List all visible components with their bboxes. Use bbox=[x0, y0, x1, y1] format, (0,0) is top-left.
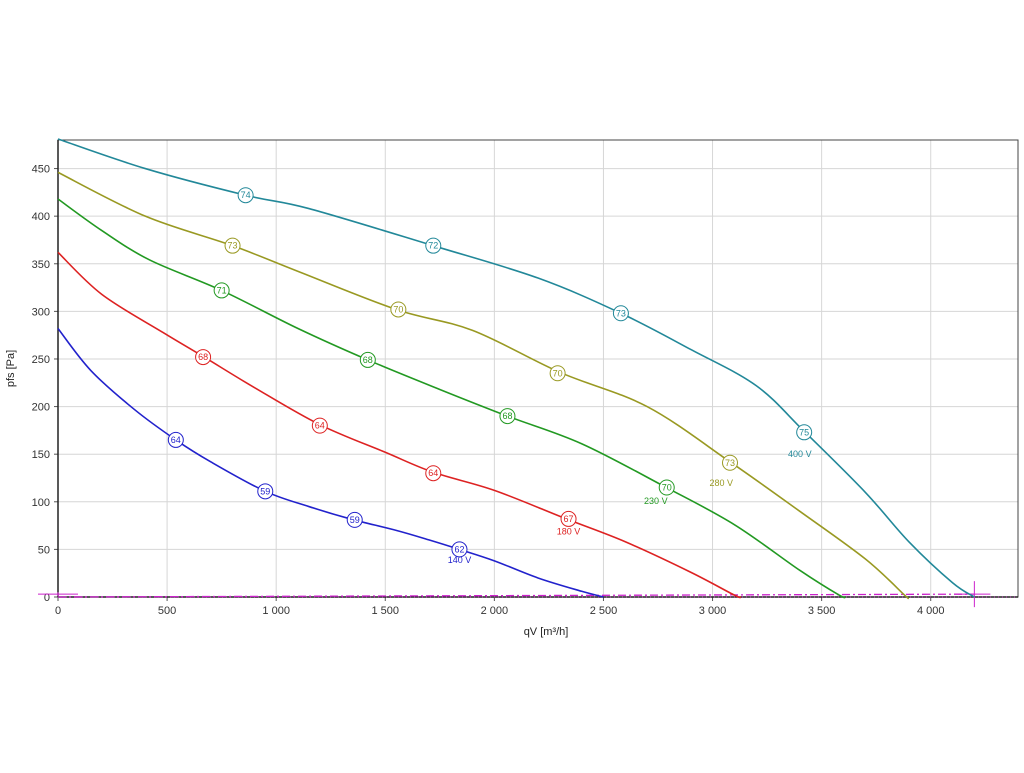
y-tick-label: 300 bbox=[32, 306, 50, 318]
series-280v: 73 70 70 73 280 V bbox=[57, 171, 909, 600]
curve-marker-label: 70 bbox=[393, 304, 403, 314]
curve-marker-label: 70 bbox=[553, 368, 563, 378]
curve-marker bbox=[499, 408, 516, 425]
series-voltage-label: 280 V bbox=[710, 478, 734, 488]
y-axis-title: pfs [Pa] bbox=[5, 350, 17, 387]
curve-marker-label: 59 bbox=[260, 486, 270, 496]
curve-marker-label: 64 bbox=[171, 435, 181, 445]
x-tick-label: 2 500 bbox=[590, 605, 618, 617]
curve-marker-label: 73 bbox=[228, 241, 238, 251]
curve-marker-label: 67 bbox=[564, 514, 574, 524]
plot-area bbox=[58, 140, 1018, 597]
curve-marker bbox=[167, 431, 184, 448]
curve-marker-label: 64 bbox=[428, 468, 438, 478]
x-axis-title: qV [m³/h] bbox=[524, 626, 569, 638]
x-tick-label: 4 000 bbox=[917, 605, 945, 617]
series-230v: 71 68 68 70 230 V bbox=[57, 198, 847, 599]
curve-marker bbox=[722, 454, 738, 471]
series-line bbox=[57, 198, 847, 599]
x-tick-label: 2 000 bbox=[481, 605, 509, 617]
y-tick-label: 100 bbox=[32, 497, 50, 509]
x-tick-label: 1 000 bbox=[262, 605, 290, 617]
y-tick-label: 350 bbox=[32, 259, 50, 271]
series-180v: 68 64 64 67 180 V bbox=[57, 251, 742, 599]
x-tick-label: 3 000 bbox=[699, 605, 727, 617]
curve-marker bbox=[549, 365, 566, 382]
curve-marker bbox=[425, 465, 442, 482]
series-voltage-label: 180 V bbox=[557, 526, 581, 536]
curve-marker bbox=[346, 511, 363, 528]
curve-marker bbox=[311, 417, 328, 434]
y-tick-label: 50 bbox=[38, 544, 50, 556]
series-voltage-label: 230 V bbox=[644, 496, 668, 506]
y-tick-label: 0 bbox=[44, 592, 50, 604]
curve-marker bbox=[257, 483, 274, 500]
curve-marker bbox=[451, 541, 468, 558]
curve-marker bbox=[195, 349, 212, 366]
y-tick-label: 450 bbox=[32, 164, 50, 176]
curve-marker bbox=[658, 479, 675, 496]
curve-marker bbox=[237, 187, 254, 204]
curve-marker bbox=[224, 237, 241, 254]
curve-marker bbox=[560, 510, 577, 527]
curve-marker-label: 70 bbox=[662, 483, 672, 493]
y-tick-label: 200 bbox=[32, 402, 50, 414]
curve-marker-label: 74 bbox=[241, 190, 251, 200]
curve-marker-label: 73 bbox=[616, 308, 626, 318]
curve-marker-label: 68 bbox=[363, 355, 373, 365]
curve-marker bbox=[796, 424, 813, 441]
curve-marker-label: 73 bbox=[725, 458, 735, 468]
curve-marker-label: 68 bbox=[502, 411, 512, 421]
curve-marker bbox=[213, 282, 230, 299]
curve-marker bbox=[425, 237, 442, 254]
curve-marker-label: 68 bbox=[198, 352, 208, 362]
curve-marker bbox=[612, 305, 629, 322]
series-line bbox=[57, 251, 742, 599]
y-tick-label: 400 bbox=[32, 211, 50, 223]
curve-marker-label: 75 bbox=[799, 427, 809, 437]
x-tick-label: 500 bbox=[158, 605, 176, 617]
curve-marker-label: 62 bbox=[454, 544, 464, 554]
x-tick-label: 0 bbox=[55, 605, 61, 617]
series-400v: 74 72 73 75 400 V bbox=[57, 138, 975, 598]
curve-marker-label: 72 bbox=[428, 241, 438, 251]
y-tick-label: 150 bbox=[32, 449, 50, 461]
curve-marker bbox=[390, 301, 407, 318]
curve-marker-label: 64 bbox=[315, 421, 325, 431]
system-curve bbox=[57, 593, 975, 598]
series-voltage-label: 140 V bbox=[448, 555, 472, 565]
y-tick-label: 250 bbox=[32, 354, 50, 366]
x-tick-label: 1 500 bbox=[372, 605, 400, 617]
curve-marker bbox=[359, 351, 376, 368]
curve-marker-label: 71 bbox=[217, 285, 227, 295]
series-voltage-label: 400 V bbox=[788, 449, 812, 459]
curve-marker-label: 59 bbox=[350, 515, 360, 525]
x-tick-label: 3 500 bbox=[808, 605, 836, 617]
